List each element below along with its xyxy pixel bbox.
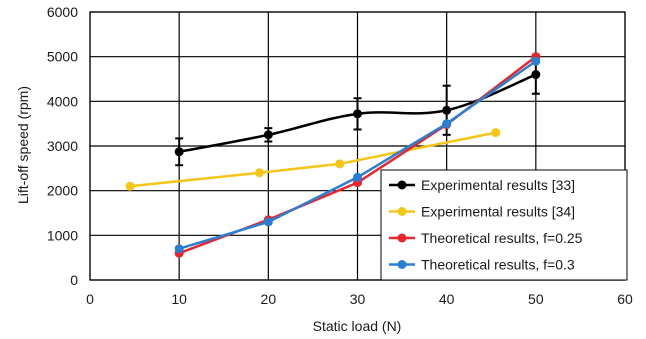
data-point: [263, 130, 273, 140]
x-tick-label: 40: [439, 291, 455, 307]
axes: 0 1000 2000 3000 4000 5000 6000 0 10 20 30 40 50 60: [47, 4, 633, 307]
x-tick-label: 60: [617, 291, 633, 307]
y-tick-label: 0: [70, 272, 78, 288]
x-tick-label: 50: [528, 291, 544, 307]
data-point: [174, 147, 184, 157]
legend-swatch-marker: [397, 260, 407, 269]
data-point: [353, 172, 362, 182]
legend-label: Theoretical results, f=0.25: [421, 230, 583, 246]
legend: Experimental results [33] Experimental re…: [380, 169, 628, 281]
x-axis-title: Static load (N): [313, 318, 402, 334]
y-tick-label: 6000: [47, 4, 78, 20]
legend-label: Experimental results [33]: [421, 177, 575, 193]
x-tick-label: 0: [86, 291, 94, 307]
y-axis-title: Lift-off speed (rpm): [15, 86, 31, 204]
data-point: [174, 244, 184, 254]
x-tick-label: 10: [171, 291, 187, 307]
y-tick-label: 5000: [47, 49, 78, 65]
data-point: [491, 128, 501, 138]
legend-label: Experimental results [34]: [421, 204, 575, 220]
legend-swatch-marker: [397, 180, 407, 190]
legend-label: Theoretical results, f=0.3: [421, 257, 575, 273]
series-line: [129, 131, 496, 188]
legend-box: [380, 169, 628, 281]
data-point: [442, 119, 452, 129]
y-tick-label: 1000: [47, 227, 78, 243]
x-tick-label: 30: [350, 291, 366, 307]
data-point: [125, 181, 135, 191]
data-point: [442, 105, 452, 115]
y-tick-label: 2000: [47, 183, 78, 199]
data-point: [531, 70, 541, 80]
data-point: [254, 168, 264, 178]
data-point: [263, 217, 273, 227]
y-tick-label: 4000: [47, 93, 78, 109]
series-2: [125, 128, 501, 191]
series-4: [174, 56, 541, 254]
legend-swatch-marker: [397, 233, 407, 243]
data-point: [531, 56, 541, 66]
x-tick-label: 20: [261, 291, 277, 307]
series-group: [125, 52, 541, 258]
legend-swatch-marker: [397, 207, 407, 216]
y-tick-label: 3000: [47, 138, 78, 154]
data-point: [353, 109, 362, 119]
plot-frame: [89, 11, 626, 281]
data-point: [335, 159, 345, 169]
